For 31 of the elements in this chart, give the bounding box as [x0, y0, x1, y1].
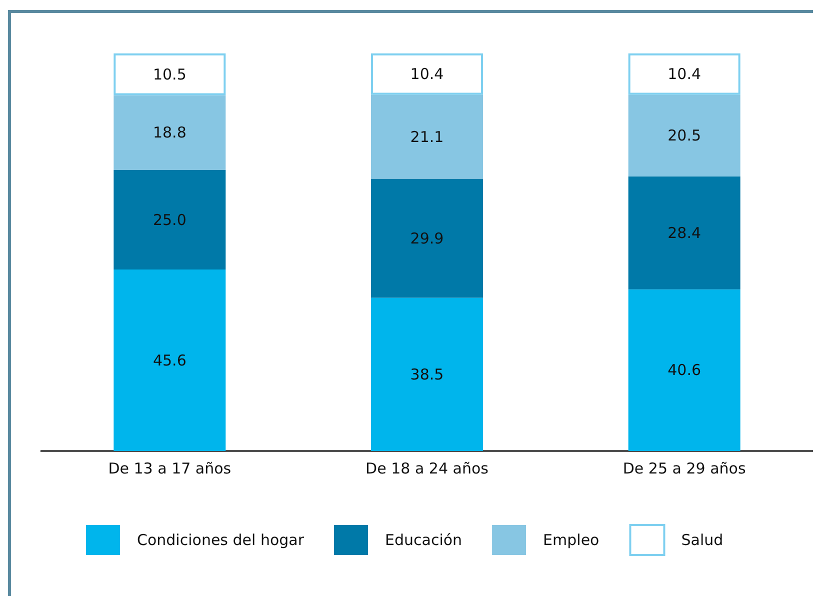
- x-tick-label: De 18 a 24 años: [366, 460, 489, 478]
- bar: [371, 53, 483, 95]
- data-label: 29.9: [410, 229, 444, 248]
- data-label: 40.6: [668, 361, 702, 380]
- data-label: 25.0: [152, 210, 186, 229]
- bar: [114, 170, 226, 270]
- bar: [371, 94, 483, 179]
- data-label: 38.5: [410, 365, 444, 384]
- bar: [371, 178, 483, 298]
- data-label: 28.4: [668, 224, 702, 242]
- bar: [371, 298, 483, 451]
- bar: [628, 289, 740, 451]
- data-label: 10.5: [152, 65, 186, 84]
- data-label: 45.6: [152, 351, 186, 370]
- bar: [114, 270, 226, 451]
- x-tick-label: De 25 a 29 años: [622, 460, 746, 478]
- x-tick-label: De 13 a 17 años: [108, 460, 232, 478]
- data-label: 21.1: [410, 128, 444, 146]
- data-label: 20.5: [668, 126, 702, 145]
- bar: [114, 53, 226, 96]
- legend-label: Salud: [681, 531, 724, 549]
- legend-label: Educación: [385, 531, 462, 549]
- legend-label: Empleo: [543, 531, 600, 549]
- data-label: 10.4: [410, 65, 444, 84]
- bar: [628, 176, 740, 290]
- data-label: 10.4: [668, 65, 702, 84]
- data-label: 18.8: [152, 124, 186, 142]
- bar: [114, 95, 226, 170]
- bar: [628, 53, 740, 95]
- legend-label: Condiciones del hogar: [137, 531, 305, 549]
- bar: [628, 94, 740, 176]
